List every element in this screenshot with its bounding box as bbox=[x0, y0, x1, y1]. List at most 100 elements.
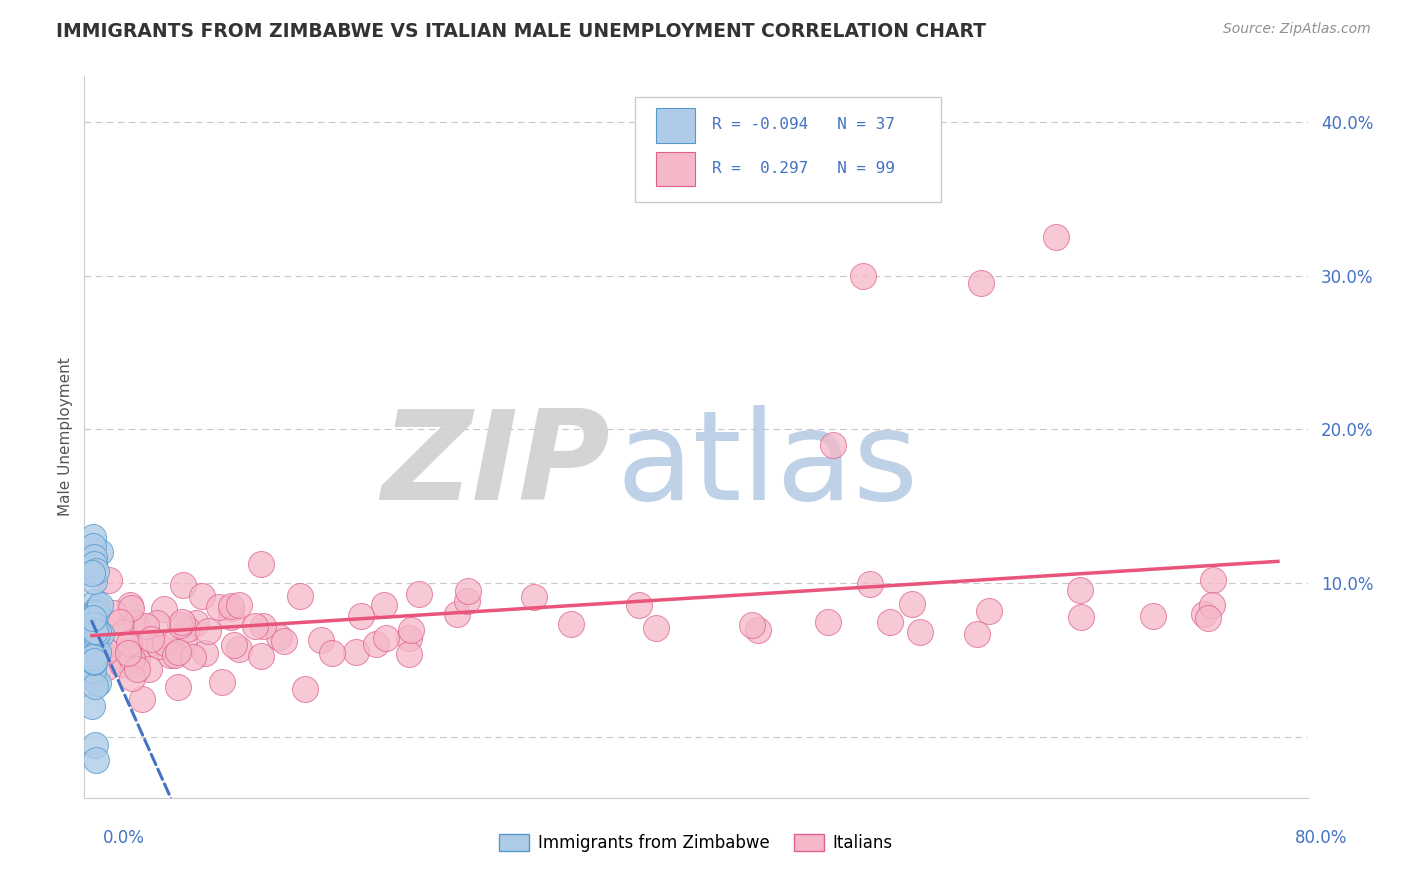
Point bbox=[1069, 582, 1091, 597]
Point bbox=[741, 618, 763, 632]
Point bbox=[84, 624, 107, 639]
Point bbox=[294, 682, 316, 697]
Point bbox=[82, 618, 104, 632]
Point bbox=[97, 574, 120, 588]
Point bbox=[82, 611, 104, 625]
Point bbox=[86, 606, 108, 620]
Point bbox=[290, 589, 312, 603]
Point bbox=[191, 589, 214, 603]
Point bbox=[84, 627, 107, 641]
Text: R =  0.297   N = 99: R = 0.297 N = 99 bbox=[711, 161, 894, 176]
Point bbox=[309, 632, 332, 647]
Point bbox=[817, 615, 839, 630]
Point bbox=[124, 615, 146, 630]
Point bbox=[118, 598, 141, 612]
Point bbox=[900, 597, 922, 611]
Point bbox=[86, 564, 108, 578]
Point bbox=[858, 576, 880, 591]
Point bbox=[219, 601, 242, 615]
Point bbox=[153, 602, 176, 616]
Point bbox=[84, 753, 107, 767]
Point bbox=[1070, 610, 1092, 624]
Point bbox=[1202, 574, 1225, 588]
Point bbox=[82, 626, 104, 640]
Point bbox=[121, 652, 143, 666]
Text: 80.0%: 80.0% bbox=[1295, 829, 1347, 847]
Point bbox=[170, 615, 193, 629]
Text: ZIP: ZIP bbox=[381, 406, 610, 526]
Point bbox=[93, 648, 115, 662]
Point bbox=[219, 610, 242, 624]
Point bbox=[120, 600, 142, 615]
Point bbox=[87, 624, 110, 639]
Point bbox=[159, 648, 181, 662]
Point bbox=[89, 545, 111, 559]
Point bbox=[94, 644, 117, 658]
Point bbox=[83, 624, 105, 639]
Point bbox=[375, 632, 398, 646]
Text: IMMIGRANTS FROM ZIMBABWE VS ITALIAN MALE UNEMPLOYMENT CORRELATION CHART: IMMIGRANTS FROM ZIMBABWE VS ITALIAN MALE… bbox=[56, 22, 986, 41]
Point bbox=[966, 627, 988, 641]
Bar bbox=[655, 108, 695, 143]
Point bbox=[153, 636, 176, 650]
Point bbox=[398, 631, 420, 645]
Point bbox=[96, 660, 118, 674]
Point bbox=[1197, 610, 1219, 624]
Point bbox=[83, 607, 105, 621]
Text: Source: ZipAtlas.com: Source: ZipAtlas.com bbox=[1223, 22, 1371, 37]
Point bbox=[117, 643, 139, 657]
Point bbox=[83, 606, 105, 620]
Point bbox=[89, 598, 111, 612]
Point bbox=[176, 623, 198, 637]
Point bbox=[82, 663, 104, 677]
Point bbox=[82, 566, 104, 580]
Text: atlas: atlas bbox=[616, 406, 918, 526]
Point bbox=[167, 645, 190, 659]
Point bbox=[127, 662, 149, 676]
FancyBboxPatch shape bbox=[636, 97, 941, 202]
Point bbox=[83, 655, 105, 669]
Point bbox=[146, 615, 169, 630]
Point bbox=[222, 638, 245, 652]
Point bbox=[321, 647, 343, 661]
Point bbox=[243, 619, 266, 633]
Point bbox=[83, 557, 105, 571]
Point bbox=[108, 615, 131, 629]
Point bbox=[344, 645, 367, 659]
Point bbox=[908, 624, 931, 639]
Point bbox=[82, 539, 104, 553]
Y-axis label: Male Unemployment: Male Unemployment bbox=[58, 358, 73, 516]
Point bbox=[560, 616, 582, 631]
Point bbox=[82, 621, 104, 635]
Text: 0.0%: 0.0% bbox=[103, 829, 145, 847]
Point bbox=[83, 549, 105, 564]
Point bbox=[103, 607, 125, 621]
Point bbox=[446, 607, 468, 621]
Point bbox=[139, 632, 162, 646]
Point bbox=[197, 624, 219, 638]
Point bbox=[90, 627, 112, 641]
Point bbox=[456, 593, 478, 607]
Point bbox=[86, 601, 108, 615]
Point bbox=[211, 674, 233, 689]
Point bbox=[194, 646, 217, 660]
Point bbox=[250, 557, 273, 571]
Point bbox=[228, 642, 250, 657]
Point bbox=[457, 584, 479, 599]
Point bbox=[84, 617, 107, 632]
Legend: Immigrants from Zimbabwe, Italians: Immigrants from Zimbabwe, Italians bbox=[492, 827, 900, 859]
Point bbox=[169, 618, 191, 632]
Point bbox=[84, 619, 107, 633]
Point bbox=[82, 530, 104, 544]
Point bbox=[747, 624, 769, 638]
Bar bbox=[655, 152, 695, 186]
Point bbox=[181, 650, 204, 665]
Point bbox=[408, 586, 430, 600]
Point bbox=[1142, 609, 1164, 624]
Point bbox=[117, 646, 139, 660]
Point bbox=[523, 590, 546, 604]
Point bbox=[121, 671, 143, 685]
Point bbox=[148, 639, 170, 653]
Point bbox=[373, 598, 395, 612]
Point bbox=[138, 662, 160, 676]
